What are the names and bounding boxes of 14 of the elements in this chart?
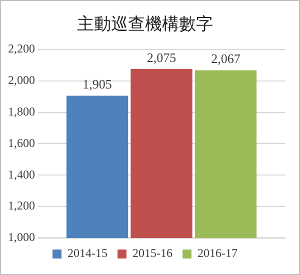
data-label: 2,067 [211, 51, 241, 66]
data-label: 2,075 [146, 50, 176, 65]
legend-label: 2014-15 [68, 246, 108, 260]
data-label: 1,905 [82, 76, 112, 92]
legend-label: 2016-17 [198, 246, 238, 260]
y-tick-label: 1,600 [8, 136, 35, 150]
y-tick-label: 1,400 [8, 167, 35, 182]
y-tick-label: 2,200 [8, 42, 35, 56]
chart-title: 主動巡查機構數字 [77, 14, 213, 35]
y-tick-label: 1,800 [8, 104, 35, 118]
legend-label: 2015-16 [132, 246, 172, 260]
y-tick-label: 1,200 [8, 198, 35, 213]
y-tick-label: 2,000 [8, 72, 35, 87]
y-tick-label: 1,000 [8, 230, 35, 244]
